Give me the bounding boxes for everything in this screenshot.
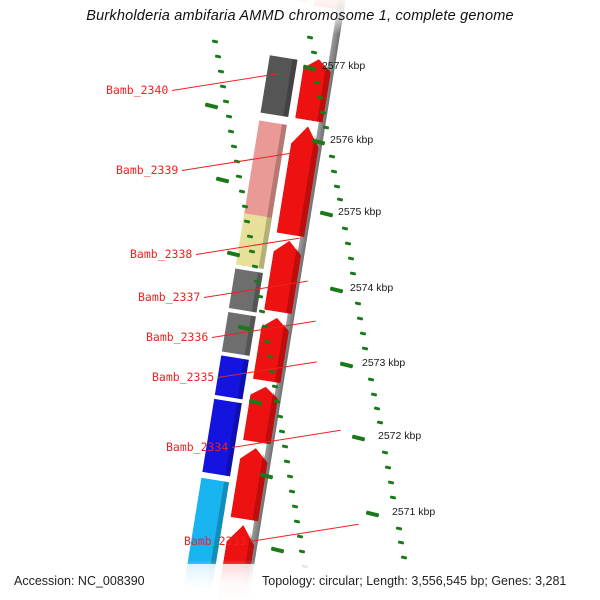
genome-summary-text: Topology: circular; Length: 3,556,545 bp… (262, 574, 567, 588)
gene-label-Bamb_2335[interactable]: Bamb_2335 (152, 370, 215, 384)
gene-leader-line-Bamb_2340 (171, 72, 281, 91)
gene-label-Bamb_2333[interactable]: Bamb_2333 (184, 534, 247, 548)
page-title: Burkholderia ambifaria AMMD chromosome 1… (86, 8, 514, 24)
gene-leader-line-Bamb_2334 (231, 429, 341, 448)
gene-label-Bamb_2338[interactable]: Bamb_2338 (130, 247, 193, 261)
gene-label-Bamb_2337[interactable]: Bamb_2337 (138, 290, 201, 304)
gene-leader-line-Bamb_2338 (195, 237, 300, 255)
gene-leader-line-Bamb_2337 (203, 280, 308, 298)
gene-label-Bamb_2336[interactable]: Bamb_2336 (146, 330, 209, 344)
gene-leader-line-Bamb_2335 (217, 361, 317, 378)
accession-text: Accession: NC_008390 (14, 574, 145, 588)
gene-leader-line-Bamb_2333 (249, 523, 359, 542)
gene-leader-line-Bamb_2336 (211, 320, 316, 338)
gene-label-Bamb_2339[interactable]: Bamb_2339 (116, 163, 179, 177)
gene-label-Bamb_2334[interactable]: Bamb_2334 (166, 440, 229, 454)
status-bar: Accession: NC_008390 Topology: circular;… (0, 564, 600, 600)
gene-leader-line-Bamb_2339 (181, 152, 291, 171)
gene-label-Bamb_2340[interactable]: Bamb_2340 (106, 83, 169, 97)
